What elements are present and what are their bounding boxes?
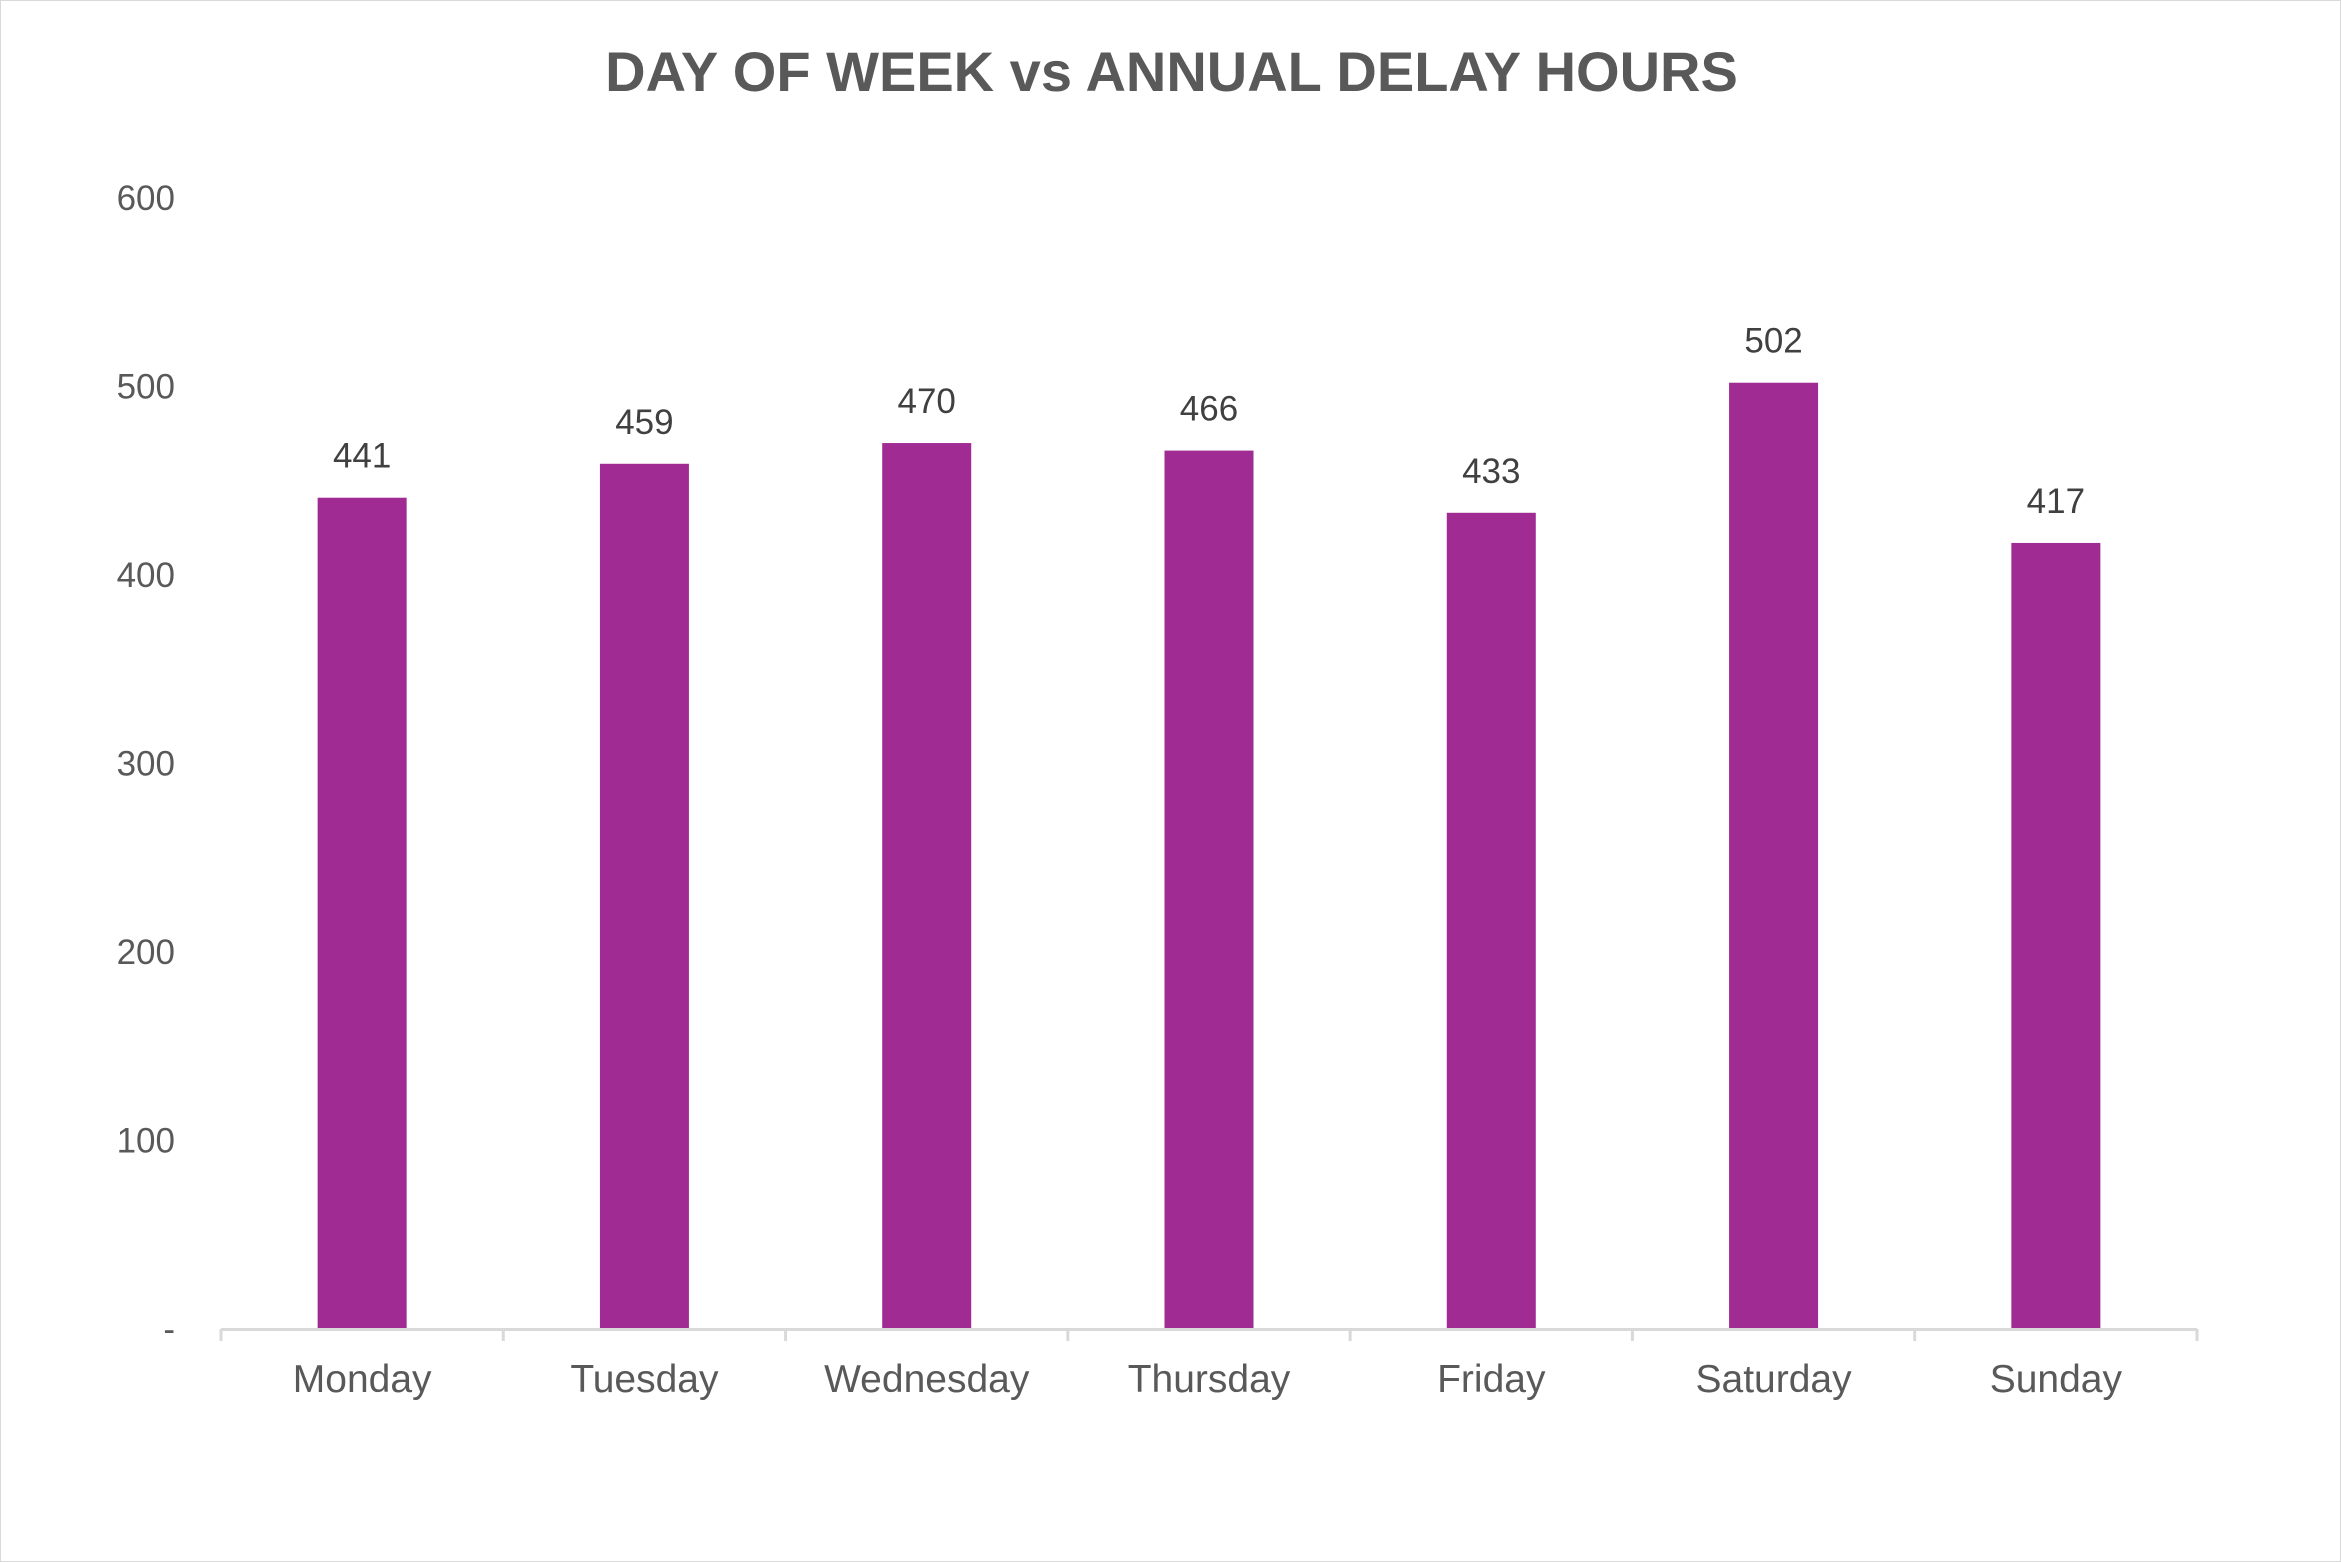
chart-title: DAY OF WEEK vs ANNUAL DELAY HOURS	[605, 40, 1738, 103]
bar-friday	[1446, 512, 1536, 1329]
y-tick-label: 100	[117, 1122, 175, 1161]
data-label: 441	[333, 437, 391, 476]
x-tick-label: Friday	[1437, 1358, 1546, 1401]
bar-thursday	[1164, 450, 1254, 1330]
x-tick-label: Saturday	[1696, 1358, 1853, 1401]
y-tick-label: 500	[117, 368, 175, 407]
bar-tuesday	[599, 463, 689, 1329]
data-label: 502	[1744, 322, 1802, 361]
bar-series	[317, 382, 2101, 1330]
data-labels: 441 459 470 466 433 502 417	[333, 322, 2085, 521]
bar-monday	[317, 497, 407, 1330]
data-label: 433	[1462, 452, 1520, 491]
y-tick-label: 600	[117, 179, 175, 218]
y-tick-label: 300	[117, 745, 175, 784]
data-label: 466	[1180, 390, 1238, 429]
bar-wednesday	[882, 443, 972, 1329]
y-tick-label: 400	[117, 556, 175, 595]
x-tick-label: Wednesday	[824, 1358, 1030, 1401]
bar-sunday	[2011, 542, 2101, 1329]
y-tick-label: -	[163, 1310, 175, 1349]
x-tick-label: Tuesday	[570, 1358, 719, 1401]
y-axis-ticks: - 100 200 300 400 500 600	[117, 179, 175, 1349]
data-label: 459	[615, 403, 673, 442]
bar-saturday	[1729, 382, 1819, 1330]
x-axis-labels: Monday Tuesday Wednesday Thursday Friday Satu…	[293, 1358, 2123, 1401]
x-tick-label: Monday	[293, 1358, 432, 1401]
x-tick-label: Sunday	[1990, 1358, 2123, 1401]
x-tick-label: Thursday	[1128, 1358, 1291, 1401]
data-label: 470	[898, 382, 956, 421]
x-axis	[219, 1328, 2199, 1341]
data-label: 417	[2027, 482, 2085, 521]
y-tick-label: 200	[117, 933, 175, 972]
